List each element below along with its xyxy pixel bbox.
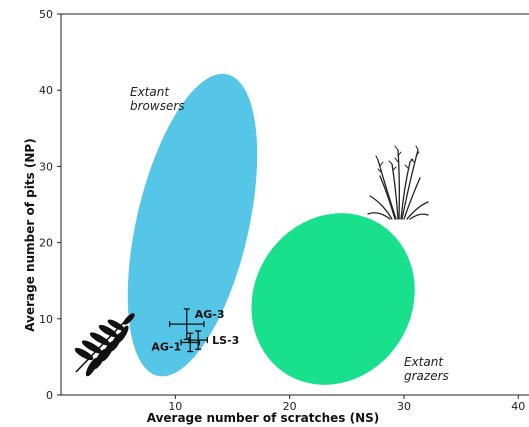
data-point bbox=[180, 332, 200, 353]
data-point bbox=[188, 330, 208, 350]
grass-icon bbox=[367, 145, 429, 220]
y-tick-label: 20 bbox=[39, 237, 53, 250]
y-axis-ticks: 0 10 20 30 40 50 bbox=[39, 8, 61, 402]
x-tick-label: 30 bbox=[397, 400, 411, 413]
x-tick-label: 10 bbox=[168, 400, 182, 413]
x-axis-ticks: 10 20 30 40 bbox=[168, 395, 525, 413]
region-label: Extant bbox=[404, 355, 444, 369]
points-layer: AG-3 AG-1 LS-3 bbox=[151, 308, 239, 353]
x-tick-label: 40 bbox=[511, 400, 525, 413]
region-label: grazers bbox=[404, 369, 449, 383]
y-axis-title: Average number of pits (NP) bbox=[23, 138, 37, 331]
x-axis-title: Average number of scratches (NS) bbox=[147, 411, 380, 425]
y-tick-label: 10 bbox=[39, 313, 53, 326]
region-label: Extant bbox=[130, 85, 170, 99]
point-label: AG-1 bbox=[151, 340, 181, 353]
region-ellipse bbox=[251, 213, 415, 385]
y-tick-label: 50 bbox=[39, 8, 53, 21]
region-ellipse bbox=[127, 73, 258, 377]
point-label: AG-3 bbox=[195, 308, 225, 321]
y-tick-label: 30 bbox=[39, 160, 53, 173]
point-label: LS-3 bbox=[212, 334, 239, 347]
fern-leaf-icon bbox=[74, 313, 135, 377]
y-tick-label: 40 bbox=[39, 84, 53, 97]
regions-layer bbox=[127, 73, 415, 385]
data-point bbox=[168, 308, 205, 341]
x-tick-label: 20 bbox=[283, 400, 297, 413]
y-tick-label: 0 bbox=[46, 389, 53, 402]
region-label: browsers bbox=[130, 99, 185, 113]
